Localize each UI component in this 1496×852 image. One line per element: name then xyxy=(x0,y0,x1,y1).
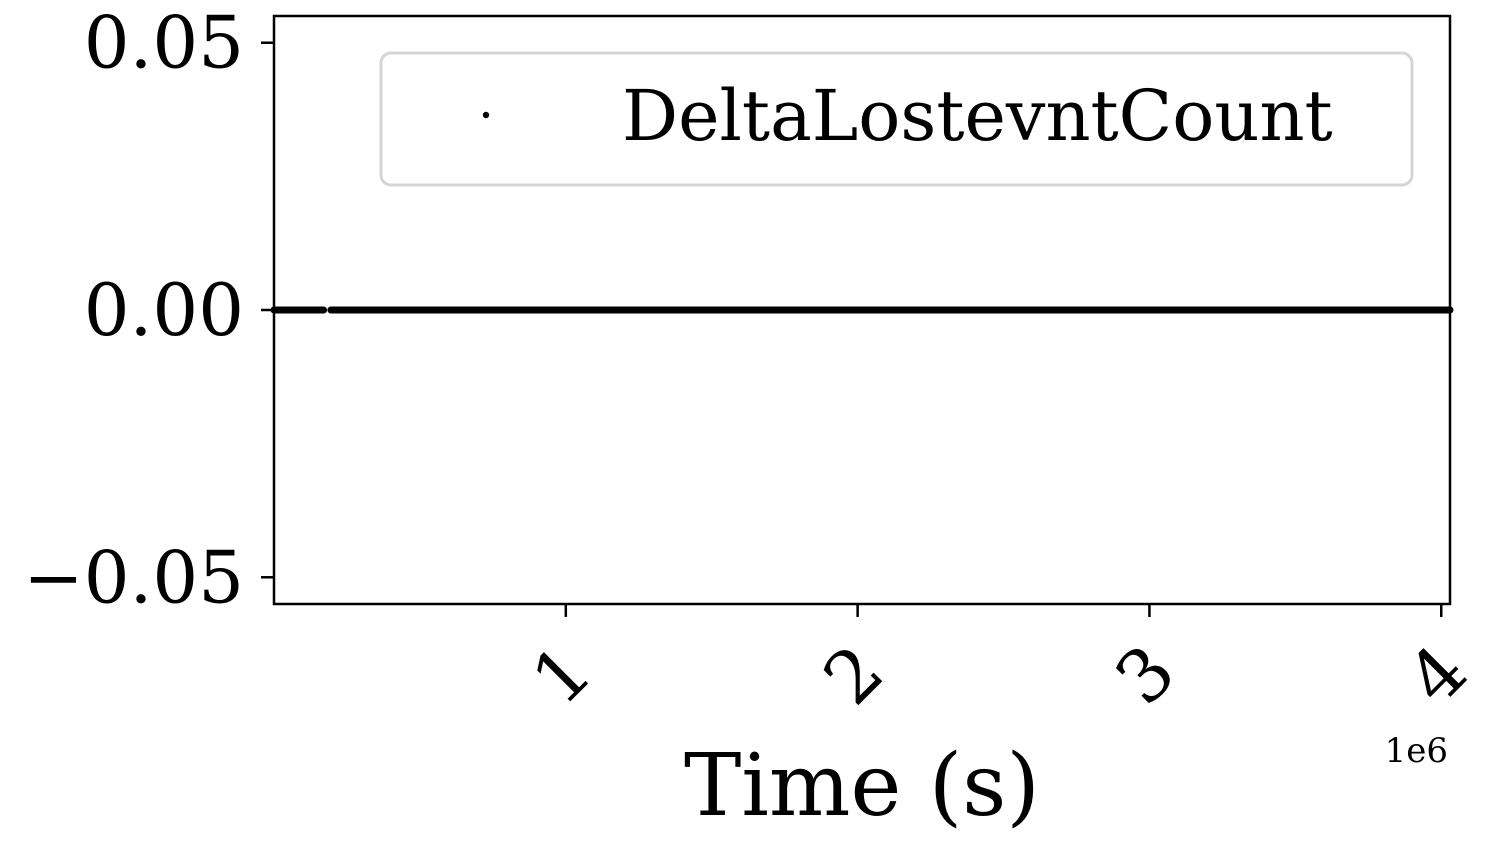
y-axis: 0.05 0.00 −0.05 xyxy=(23,1,274,619)
x-tick-label: 1 xyxy=(516,629,608,721)
x-axis-offset-label: 1e6 xyxy=(1385,731,1448,771)
x-tick-label: 4 xyxy=(1391,629,1483,721)
legend-box xyxy=(379,51,1414,187)
x-tick-label: 2 xyxy=(807,629,899,721)
legend-marker xyxy=(482,111,490,119)
y-tick-label: 0.05 xyxy=(84,1,244,85)
legend: DeltaLostevntCount xyxy=(379,51,1414,187)
legend-label: DeltaLostevntCount xyxy=(622,75,1333,157)
x-tick-label: 3 xyxy=(1099,629,1191,721)
y-tick-label: 0.00 xyxy=(84,268,244,352)
y-tick-label: −0.05 xyxy=(23,535,244,619)
x-axis-label: Time (s) xyxy=(684,736,1040,836)
x-axis: 1 2 3 4 xyxy=(516,604,1483,721)
